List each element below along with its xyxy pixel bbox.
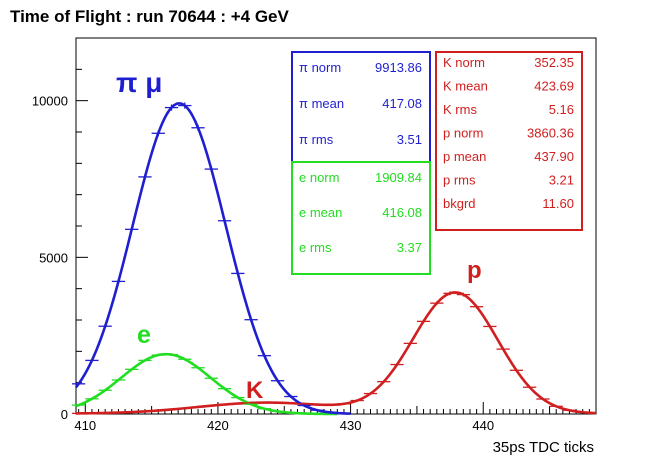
fit-box-value: 437.90	[534, 149, 574, 164]
fit-box-label: p mean	[443, 149, 486, 164]
fit-box-label: e rms	[299, 240, 332, 255]
x-tick-label: 430	[340, 418, 362, 433]
fit-box-label: p norm	[443, 126, 483, 141]
kp-fit-curve	[75, 291, 597, 415]
y-tick-label: 10000	[32, 94, 68, 109]
x-tick-label: 410	[74, 418, 96, 433]
fit-box-value: 423.69	[534, 79, 574, 94]
data-points	[72, 102, 590, 415]
peak-annotations: π μ e Kp	[116, 67, 482, 404]
chart-title: Time of Flight : run 70644 : +4 GeV	[10, 7, 290, 26]
fit-box-value: 5.16	[549, 102, 574, 117]
annotation-label: e	[137, 321, 151, 349]
x-tick-label: 420	[207, 418, 229, 433]
annotation-label: p	[467, 257, 482, 284]
fit-box-value: 3860.36	[527, 126, 574, 141]
annotation-label: π μ	[116, 67, 162, 98]
fit-box-value: 9913.86	[375, 60, 422, 75]
annotation-label: K	[246, 377, 264, 404]
y-tick-label: 0	[61, 407, 68, 422]
fit-box-label: π norm	[299, 60, 341, 75]
fit-box-0	[291, 51, 431, 167]
fit-box-label: π rms	[299, 132, 334, 147]
fit-box-1	[291, 161, 431, 275]
fit-box-2	[435, 51, 583, 231]
fit-box-label: e norm	[299, 170, 339, 185]
fit-box-value: 3.51	[397, 132, 422, 147]
fit-box-label: e mean	[299, 205, 342, 220]
fit-box-value: 416.08	[382, 205, 422, 220]
fit-box-label: K mean	[443, 79, 488, 94]
x-axis-label: 35ps TDC ticks	[493, 439, 594, 456]
axis-ticks: 410 420 430 440 0 5000 10000	[32, 37, 597, 433]
fit-parameter-boxes: π norm 9913.86 π mean 417.08 π rms 3.51 e norm…	[291, 51, 583, 275]
x-tick-label: 440	[472, 418, 494, 433]
fit-box-value: 3.37	[397, 240, 422, 255]
fit-box-value: 352.35	[534, 55, 574, 70]
fit-box-label: p rms	[443, 173, 476, 188]
fit-box-label: π mean	[299, 96, 344, 111]
fit-box-label: K norm	[443, 55, 485, 70]
fit-box-value: 11.60	[542, 196, 574, 211]
fit-box-label: bkgrd	[443, 196, 476, 211]
fit-box-value: 417.08	[382, 96, 422, 111]
fit-box-label: K rms	[443, 102, 477, 117]
y-tick-label: 5000	[39, 250, 68, 265]
fit-box-value: 1909.84	[375, 170, 422, 185]
fit-box-value: 3.21	[549, 173, 574, 188]
